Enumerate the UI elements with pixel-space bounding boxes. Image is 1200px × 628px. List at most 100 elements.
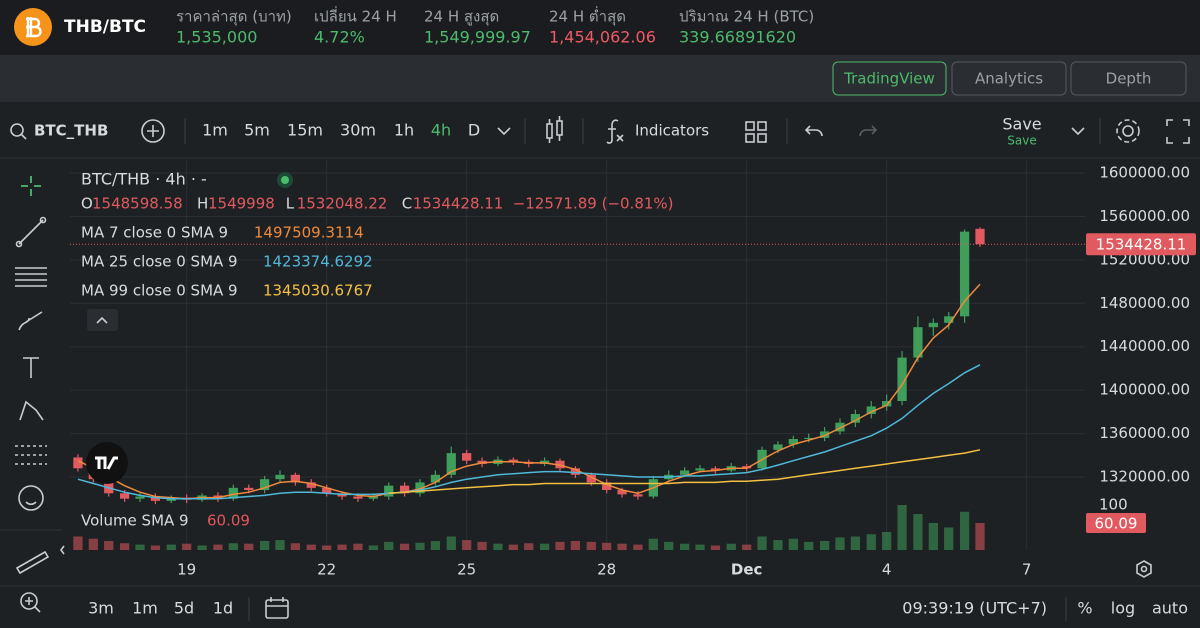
- stat-value: 1,549,999.97: [424, 28, 531, 47]
- trend-tool[interactable]: [18, 219, 44, 245]
- layout-icon[interactable]: [745, 121, 767, 143]
- brush-tool[interactable]: [18, 311, 43, 331]
- stat-value: 4.72%: [314, 28, 365, 47]
- text-tool[interactable]: [23, 357, 39, 378]
- candle-body: [119, 493, 130, 499]
- interval-dropdown[interactable]: [497, 127, 511, 136]
- stat-label: เปลี่ยน 24 H: [314, 6, 397, 26]
- interval[interactable]: 1m: [202, 121, 228, 140]
- redo[interactable]: [859, 125, 878, 137]
- volume-bar: [882, 532, 892, 550]
- zoom-tool[interactable]: [20, 592, 38, 610]
- settings[interactable]: [1122, 125, 1134, 137]
- candle-body: [617, 490, 627, 495]
- x-tick-label: 7: [1022, 561, 1032, 579]
- candle-body: [944, 316, 954, 323]
- volume-bar: [757, 536, 767, 550]
- tv-logo[interactable]: [86, 442, 128, 484]
- ma-name: MA 99 close 0 SMA 9: [81, 282, 238, 300]
- pattern-tool[interactable]: [19, 400, 44, 421]
- interval[interactable]: 30m: [340, 121, 376, 140]
- volume-bar: [384, 541, 394, 550]
- range[interactable]: 1m: [132, 599, 158, 618]
- volume-name: Volume SMA 9: [81, 512, 189, 530]
- interval[interactable]: 1h: [394, 121, 414, 140]
- candle-body: [866, 406, 876, 415]
- chart-title: BTC/THB · 4h · -: [81, 170, 207, 189]
- candle-body: [773, 444, 783, 450]
- y-tick-label: 1440000.00: [1099, 337, 1190, 355]
- ma-value: 1423374.6292: [263, 253, 373, 271]
- scale-option[interactable]: %: [1077, 599, 1092, 618]
- save[interactable]: Save: [1002, 115, 1041, 134]
- emoji-tool[interactable]: [18, 485, 44, 511]
- y-tick-label: 1560000.00: [1099, 207, 1190, 225]
- y-tick-label: 1600000.00: [1099, 164, 1190, 182]
- tab-label[interactable]: TradingView: [843, 70, 935, 88]
- symbol[interactable]: BTC_THB: [34, 122, 108, 140]
- indicators[interactable]: Indicators: [635, 122, 709, 140]
- tab-label[interactable]: Depth: [1106, 70, 1152, 88]
- ma-line: [77, 283, 981, 500]
- tab-label[interactable]: Analytics: [975, 70, 1043, 88]
- fib-tool[interactable]: [15, 267, 47, 287]
- tab[interactable]: [832, 61, 947, 96]
- ohlc-value: 1548598.58: [92, 195, 183, 213]
- crosshair-tool[interactable]: [21, 176, 41, 196]
- y-tick-label: 1320000.00: [1099, 467, 1190, 485]
- candle-body: [975, 228, 985, 245]
- volume-bar: [399, 543, 410, 550]
- tab[interactable]: [1070, 61, 1187, 96]
- candle-body: [710, 468, 721, 471]
- stat-label: 24 H ต่ำสุด: [549, 6, 626, 27]
- volume-bar: [119, 543, 130, 550]
- volume-bar: [897, 505, 907, 550]
- volume-bar: [244, 543, 254, 550]
- candle-body: [695, 468, 705, 471]
- volume-bar: [368, 545, 378, 550]
- collapse[interactable]: [60, 545, 65, 555]
- volume-bar: [586, 541, 596, 550]
- plot: [73, 227, 985, 550]
- add-icon[interactable]: [141, 119, 165, 143]
- ohlc-letter: H: [197, 195, 208, 213]
- save-dropdown[interactable]: [1071, 127, 1085, 136]
- range[interactable]: 3m: [88, 599, 114, 618]
- scale-option[interactable]: auto: [1152, 599, 1188, 618]
- candle-body: [353, 496, 363, 499]
- undo[interactable]: [804, 125, 823, 137]
- date-range-icon[interactable]: [265, 597, 289, 619]
- collapse-legend[interactable]: [87, 309, 118, 331]
- prediction-tool[interactable]: [15, 445, 47, 465]
- candle-body: [788, 438, 798, 445]
- volume-bar: [866, 534, 876, 550]
- ma-line: [388, 449, 981, 495]
- range[interactable]: 1d: [213, 599, 233, 618]
- scale-option[interactable]: log: [1111, 599, 1135, 618]
- volume-bar: [819, 541, 830, 550]
- goto-settings[interactable]: [1136, 560, 1152, 578]
- candle-body: [586, 474, 596, 483]
- interval[interactable]: 15m: [287, 121, 323, 140]
- volume-bar: [166, 544, 176, 550]
- interval[interactable]: D: [468, 121, 480, 140]
- y-tick-label: 1480000.00: [1099, 294, 1190, 312]
- tab[interactable]: [951, 61, 1067, 96]
- volume-bar: [570, 541, 581, 550]
- volume-bar: [290, 543, 301, 550]
- range[interactable]: 5d: [174, 599, 194, 618]
- change: −12571.89 (−0.81%): [513, 195, 674, 213]
- ruler-tool[interactable]: [15, 550, 50, 575]
- candle-body: [104, 479, 114, 494]
- fullscreen[interactable]: [1166, 119, 1190, 144]
- search-icon[interactable]: [10, 123, 24, 137]
- interval[interactable]: 5m: [244, 121, 270, 140]
- volume-bar: [259, 541, 270, 550]
- interval[interactable]: 4h: [431, 121, 451, 140]
- last-price-badge: [1086, 233, 1196, 256]
- volume-bar: [695, 544, 705, 550]
- fx-icon[interactable]: [606, 119, 624, 144]
- chart-type-icon[interactable]: [546, 116, 563, 143]
- volume-badge-label: 60.09: [1095, 514, 1138, 532]
- volume-bar: [322, 545, 332, 550]
